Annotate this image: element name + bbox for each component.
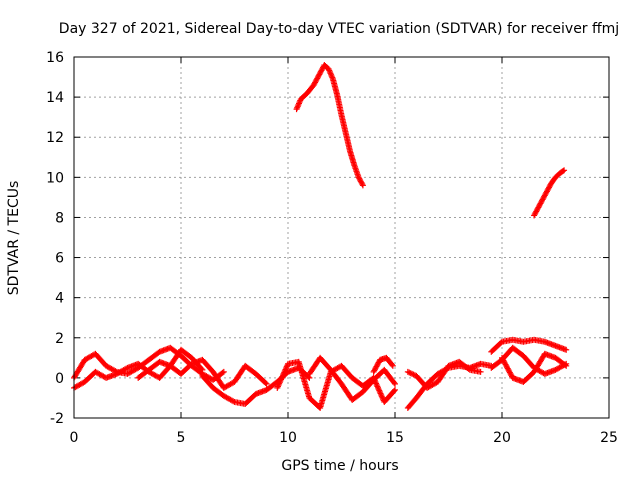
x-tick-label: 15 [386,430,404,446]
x-tick-label: 0 [70,430,79,446]
y-tick-label: -2 [50,411,64,427]
y-tick-label: 0 [55,371,64,387]
x-axis-label: GPS time / hours [281,458,398,474]
y-tick-label: 4 [55,291,64,307]
plot-frame [73,56,610,419]
y-tick-label: 12 [46,130,64,146]
series-arc-low-6 [306,354,398,403]
y-tick-label: 14 [46,90,64,106]
y-tick-label: 2 [55,331,64,347]
y-tick-label: 10 [46,170,64,186]
series-track [499,351,569,385]
series-track [136,357,269,391]
y-tick-label: 8 [55,210,64,226]
y-tick-label: 6 [55,251,64,267]
series-arc-high-2 [531,167,568,219]
series-track [294,63,366,188]
y-axis-label: SDTVAR / TECUs [6,181,22,296]
series-track [406,359,483,391]
chart-title: Day 327 of 2021, Sidereal Day-to-day VTE… [59,21,619,37]
series-track [307,355,398,403]
series-arc-high-1 [293,62,366,189]
series-track [489,345,568,377]
series-arc-low-11 [499,350,570,385]
series-arc-low-3 [135,356,270,391]
series-track [489,337,568,354]
y-tick-label: 16 [46,50,64,66]
series-arc-low-12 [370,354,396,375]
x-tick-label: 20 [493,430,511,446]
tick-layer: 0 5 10 15 20 25 -2 0 2 4 6 8 10 12 14 16 [46,50,618,446]
x-tick-label: 10 [279,430,297,446]
series-track [371,355,395,374]
x-tick-label: 25 [600,430,618,446]
series-arc-low-10 [488,344,570,377]
x-tick-label: 5 [177,430,186,446]
points-layer [71,62,570,411]
series-track [531,168,566,218]
series-arc-low-9 [488,336,570,355]
series-arc-low-8 [404,358,484,391]
